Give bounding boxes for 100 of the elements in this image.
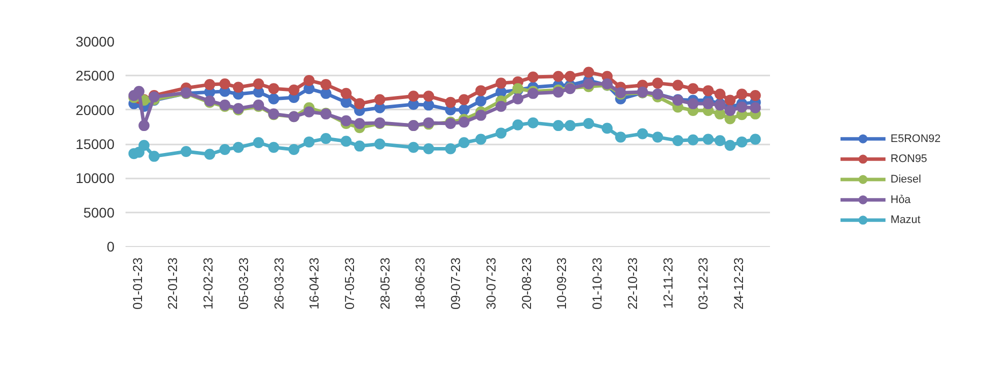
- point: [354, 118, 366, 129]
- point: [423, 100, 434, 111]
- point: [253, 78, 264, 90]
- point: [340, 96, 352, 108]
- point: [458, 116, 470, 128]
- x-tick-label: 03-12-23: [696, 257, 711, 310]
- point: [736, 88, 748, 100]
- point: [374, 94, 386, 106]
- point: [320, 133, 332, 144]
- point: [602, 122, 613, 134]
- point: [496, 100, 507, 112]
- point: [133, 86, 144, 97]
- point: [408, 142, 419, 153]
- point: [458, 94, 470, 106]
- point: [615, 132, 626, 143]
- x-tick-label: 22-10-23: [624, 257, 640, 310]
- point: [702, 98, 714, 110]
- point: [423, 143, 434, 154]
- point: [475, 95, 486, 106]
- y-tick-label: 15000: [76, 136, 115, 152]
- point: [528, 117, 539, 128]
- point: [148, 150, 160, 162]
- point: [736, 136, 748, 148]
- point: [138, 120, 150, 132]
- point: [714, 135, 726, 146]
- y-tick-label: 30000: [76, 34, 115, 50]
- y-tick-label: 10000: [76, 170, 115, 186]
- point: [458, 104, 470, 116]
- point: [320, 88, 332, 99]
- x-tick-label: 01-10-23: [590, 257, 605, 310]
- point: [583, 78, 594, 90]
- point: [736, 102, 748, 113]
- point: [672, 80, 684, 91]
- point: [714, 108, 726, 120]
- point: [340, 115, 352, 126]
- point: [688, 98, 699, 110]
- point: [304, 74, 315, 86]
- legend-label: Mazut: [890, 214, 920, 226]
- x-tick-label: 12-02-23: [200, 257, 216, 310]
- point: [672, 135, 684, 146]
- point: [204, 79, 216, 90]
- point: [268, 83, 280, 94]
- point: [528, 72, 539, 83]
- x-tick-label: 18-06-23: [412, 257, 428, 310]
- x-tick-label: 12-11-23: [660, 257, 676, 309]
- point: [583, 66, 594, 78]
- point: [354, 98, 366, 110]
- x-tick-label: 20-08-23: [518, 257, 534, 310]
- x-tick-label: 26-03-23: [271, 257, 286, 310]
- y-tick-label: 5000: [83, 204, 115, 220]
- point: [232, 82, 244, 93]
- point: [714, 88, 726, 100]
- point: [204, 148, 216, 160]
- x-tick-label: 22-01-23: [165, 257, 180, 310]
- point: [750, 134, 761, 145]
- point: [340, 88, 352, 99]
- x-tick-label: 09-07-23: [448, 257, 464, 310]
- point: [512, 93, 524, 104]
- x-tick-label: 28-05-23: [377, 257, 392, 310]
- legend-label: Hỏa: [890, 194, 912, 206]
- x-tick-label: 10-09-23: [554, 257, 570, 310]
- point: [354, 140, 366, 152]
- legend-label: RON95: [890, 153, 928, 166]
- point: [637, 128, 648, 140]
- point: [180, 146, 192, 158]
- point: [652, 132, 664, 143]
- point: [408, 90, 419, 102]
- x-tick-label: 05-03-23: [236, 257, 251, 310]
- point: [583, 118, 594, 129]
- point: [552, 120, 564, 132]
- point: [724, 94, 736, 106]
- point: [219, 144, 230, 155]
- point: [702, 85, 714, 96]
- point: [253, 137, 264, 148]
- x-tick-label: 24-12-23: [731, 257, 746, 310]
- point: [423, 90, 434, 102]
- legend-label: Diesel: [890, 174, 922, 186]
- y-tick-label: 20000: [76, 102, 115, 118]
- point: [496, 78, 507, 89]
- point: [219, 78, 230, 90]
- point: [475, 110, 486, 121]
- point: [750, 102, 761, 114]
- point: [512, 119, 524, 130]
- point: [496, 128, 507, 139]
- point: [138, 140, 150, 151]
- point: [552, 70, 564, 82]
- legend-label: E5RON92: [890, 132, 941, 145]
- point: [445, 143, 456, 154]
- point: [374, 138, 386, 150]
- point: [288, 144, 300, 155]
- y-tick-label: 25000: [76, 68, 115, 84]
- x-tick-label: 16-04-23: [306, 257, 322, 310]
- point: [340, 136, 352, 147]
- point: [475, 134, 486, 145]
- point: [458, 137, 470, 148]
- point: [688, 134, 699, 146]
- point: [724, 140, 736, 151]
- x-tick-label: 30-07-23: [483, 257, 498, 310]
- point: [268, 93, 280, 104]
- point: [304, 136, 315, 148]
